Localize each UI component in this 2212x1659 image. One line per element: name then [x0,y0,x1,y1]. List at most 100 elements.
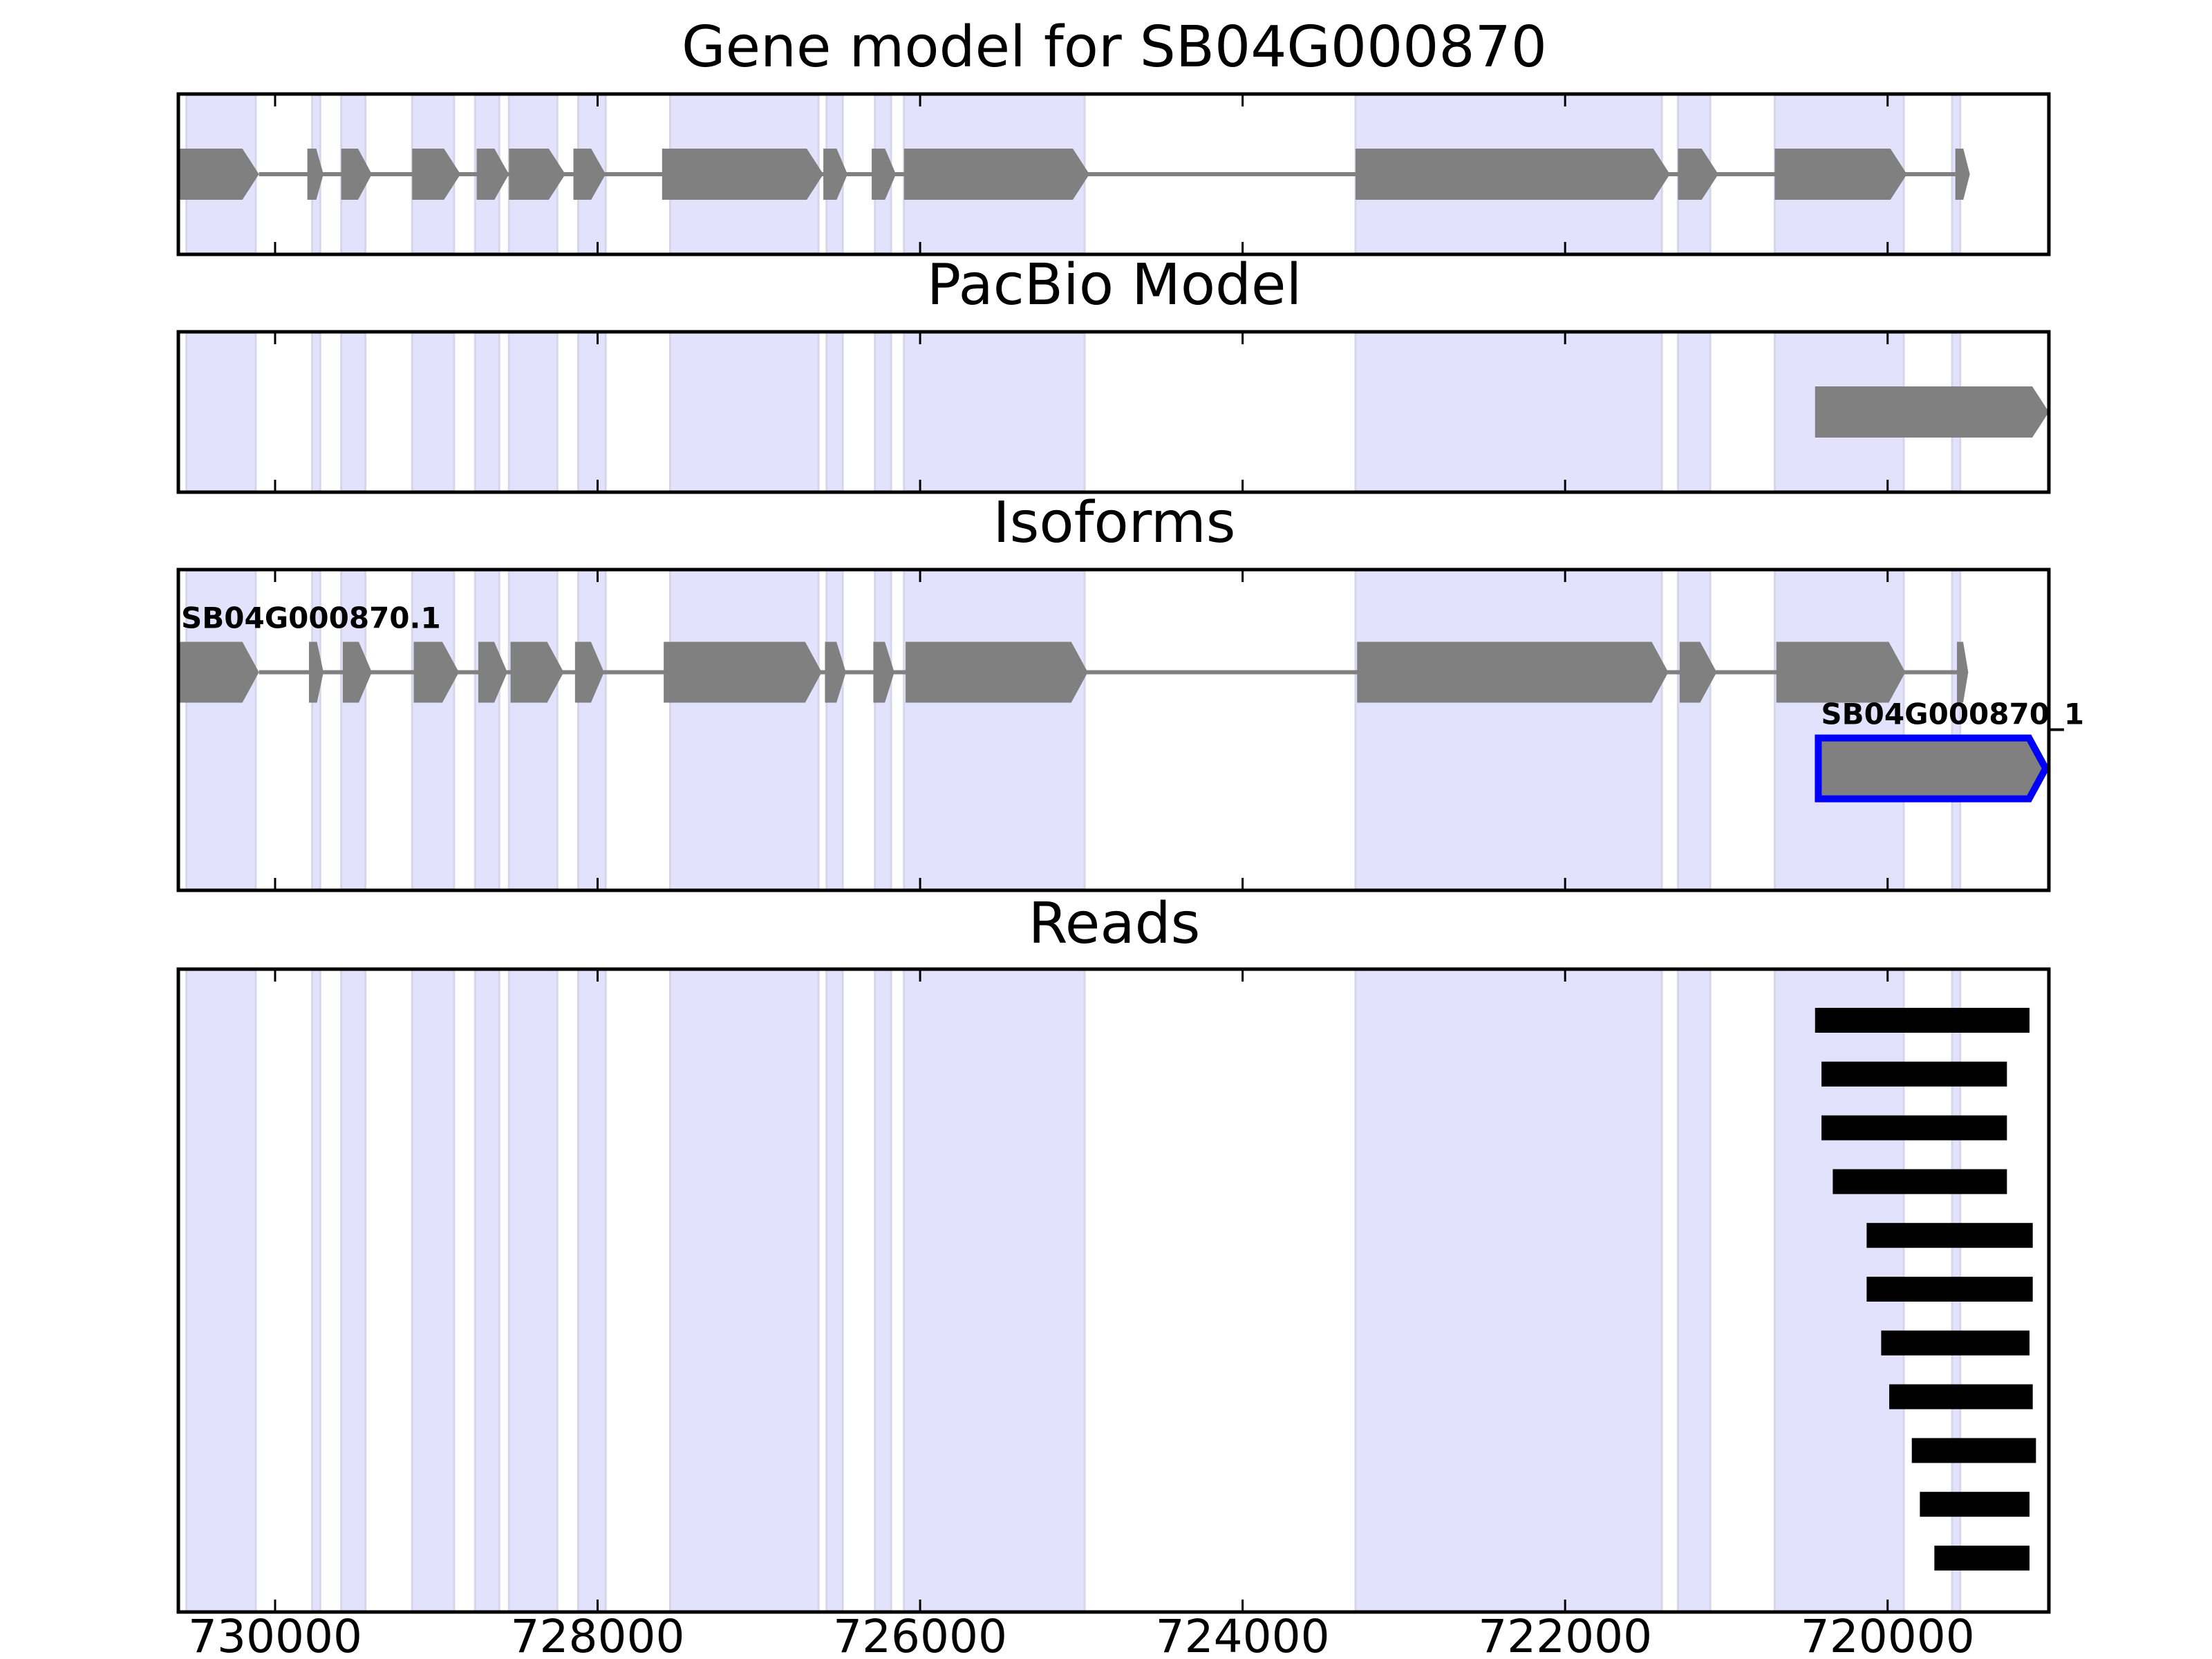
exon-isoforms-0-3 [413,641,459,703]
exon-isoforms-0-10 [906,641,1088,703]
plot-marks: SB04G000870.1 SB04G000870_1 [178,149,2084,1571]
panel-frame-gene-model [176,92,2051,256]
highlight-band-isoforms-7 [668,568,820,892]
exon-isoforms-0-2 [342,641,372,703]
exon-isoforms-0-4 [478,641,507,703]
highlight-band-isoforms-6 [577,568,607,892]
highlight-band-pacbio-model-2 [340,330,367,494]
isoform-label-0: SB04G000870.1 [181,601,441,635]
highlight-band-pacbio-model-9 [874,330,892,494]
exon-gene-model-0-5 [509,149,565,200]
exon-isoforms-0-9 [873,641,894,703]
exon-gene-model-0-13 [1774,149,1907,200]
exon-gene-model-0-0 [178,149,259,200]
highlight-band-isoforms-10 [903,568,1086,892]
highlight-band-reads-10 [903,968,1086,1613]
highlight-band-pacbio-model-4 [474,330,500,494]
exon-isoforms-0-6 [574,641,604,703]
exon-isoforms-0-5 [510,641,564,703]
read-bar-3 [1833,1169,2007,1194]
exon-isoforms-0-7 [664,641,822,703]
highlight-band-reads-2 [340,968,367,1613]
highlight-band-pacbio-model-10 [903,330,1086,494]
highlight-band-pacbio-model-5 [507,330,559,494]
highlight-band-pacbio-model-12 [1676,330,1712,494]
read-bar-10 [1934,1546,2030,1571]
x-tick-label-1: 728000 [511,1610,685,1659]
exon-isoforms-0-1 [308,641,324,703]
exon-gene-model-0-8 [823,149,848,200]
x-tick-label-4: 722000 [1478,1610,1652,1659]
read-bar-4 [1866,1223,2033,1248]
highlight-band-reads-3 [411,968,456,1613]
read-bar-2 [1821,1115,2007,1141]
exon-isoforms-0-14 [1957,641,1969,703]
x-tick-label-3: 724000 [1156,1610,1330,1659]
highlight-band-reads-11 [1354,968,1663,1613]
highlight-band-reads-5 [507,968,559,1613]
exon-gene-model-0-10 [903,149,1090,200]
highlight-band-pacbio-model-11 [1354,330,1663,494]
exon-isoforms-0-8 [825,641,846,703]
pacbio-model-title: PacBio Model [927,252,1302,318]
x-axis: 730000 728000 726000 724000 722000 720000 [188,1610,1975,1659]
read-bar-0 [1815,1008,2030,1033]
highlight-band-pacbio-model-0 [185,330,257,494]
exon-pacbio-model-0-0 [1815,386,2049,438]
highlight-band-isoforms-5 [507,568,559,892]
highlight-band-isoforms-8 [825,568,844,892]
read-bar-1 [1821,1061,2007,1087]
panel-frame-reads [176,967,2051,1614]
x-tick-label-0: 730000 [188,1610,362,1659]
reads-title: Reads [1029,891,1201,957]
exon-gene-model-0-14 [1955,149,1970,200]
highlight-band-reads-7 [668,968,820,1613]
exon-gene-model-0-6 [573,149,606,200]
exon-gene-model-0-9 [872,149,897,200]
read-bar-5 [1866,1277,2033,1302]
highlight-band-pacbio-model-1 [311,330,321,494]
x-tick-label-5: 720000 [1801,1610,1975,1659]
exon-isoforms-0-11 [1357,641,1669,703]
highlight-band-isoforms-9 [874,568,892,892]
exon-gene-model-0-1 [307,149,324,200]
highlight-band-isoforms-13 [1773,568,1905,892]
read-bar-8 [1911,1438,2036,1463]
highlight-band-pacbio-model-6 [577,330,607,494]
read-bar-9 [1920,1492,2030,1517]
highlight-band-isoforms-11 [1354,568,1663,892]
exon-gene-model-0-12 [1678,149,1718,200]
highlight-band-reads-12 [1676,968,1712,1613]
exon-isoforms-0-13 [1776,641,1906,703]
read-bar-6 [1881,1330,2030,1356]
exon-gene-model-0-2 [341,149,372,200]
exon-gene-model-0-3 [412,149,461,200]
highlight-band-reads-8 [825,968,844,1613]
exon-gene-model-0-11 [1355,149,1670,200]
isoforms-title: Isoforms [993,490,1236,556]
panel-frame-pacbio-model [176,330,2051,494]
highlight-band-reads-9 [874,968,892,1613]
x-tick-label-2: 726000 [833,1610,1007,1659]
highlight-band-pacbio-model-8 [825,330,844,494]
highlight-band-reads-0 [185,968,257,1613]
exon-isoforms-0-0 [178,641,259,703]
isoform-label-1: SB04G000870_1 [1821,697,2084,731]
exon-isoforms-1-0 [1815,734,2050,803]
read-bar-7 [1889,1384,2033,1409]
highlight-band-reads-1 [311,968,321,1613]
highlight-band-reads-4 [474,968,500,1613]
highlight-band-isoforms-12 [1676,568,1712,892]
highlight-band-pacbio-model-7 [668,330,820,494]
highlight-band-pacbio-model-3 [411,330,456,494]
panel-frame-isoforms [176,568,2051,892]
exon-gene-model-0-7 [662,149,824,200]
panel-frames [176,92,2051,1614]
gene-model-title: Gene model for SB04G000870 [682,15,1547,80]
highlight-band-isoforms-0 [185,568,257,892]
highlight-band-isoforms-4 [474,568,500,892]
highlight-band-reads-6 [577,968,607,1613]
exon-isoforms-0-12 [1679,641,1717,703]
exon-gene-model-0-4 [476,149,509,200]
